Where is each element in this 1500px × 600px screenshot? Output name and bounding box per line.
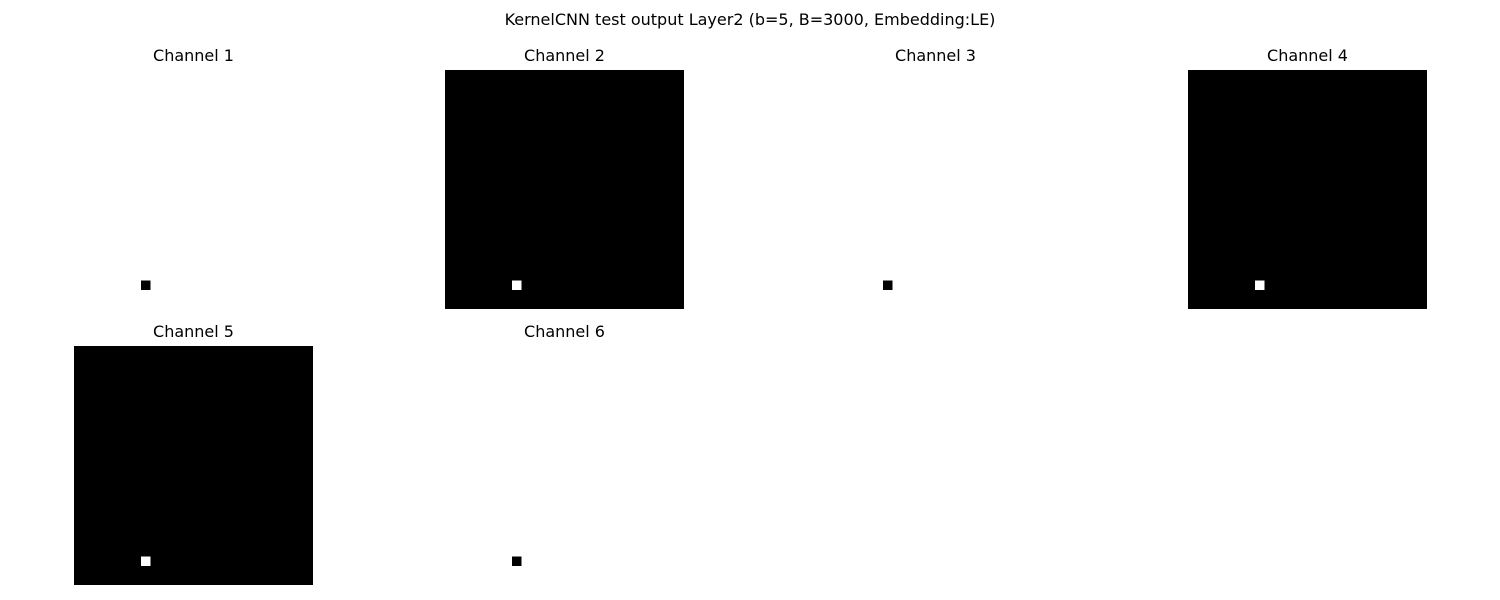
channel-heatmap	[1188, 70, 1427, 309]
channel-image	[74, 346, 313, 585]
channel-image	[816, 70, 1055, 309]
channel-heatmap	[445, 70, 684, 309]
channel-title: Channel 4	[1267, 46, 1348, 65]
heatmap-active-cell	[140, 280, 151, 290]
heatmap-background-cells	[445, 70, 684, 309]
heatmap-active-cell	[511, 556, 522, 566]
channel-heatmap	[816, 70, 1055, 309]
heatmap-background-cells	[74, 346, 313, 585]
figure-title: KernelCNN test output Layer2 (b=5, B=300…	[504, 10, 996, 29]
heatmap-active-cell	[1254, 280, 1265, 290]
channel-image	[445, 70, 684, 309]
channel-image	[1188, 70, 1427, 309]
heatmap-background-cells	[74, 70, 313, 309]
channel-image	[445, 346, 684, 585]
channel-title: Channel 1	[153, 46, 234, 65]
channel-heatmap	[74, 346, 313, 585]
channel-image	[74, 70, 313, 309]
heatmap-active-cell	[882, 280, 893, 290]
heatmap-background-cells	[1188, 70, 1427, 309]
channel-title: Channel 2	[524, 46, 605, 65]
heatmap-active-cell	[511, 280, 522, 290]
heatmap-background-cells	[445, 346, 684, 585]
heatmap-background-cells	[816, 70, 1055, 309]
channel-heatmap	[74, 70, 313, 309]
channel-title: Channel 6	[524, 322, 605, 341]
channel-title: Channel 5	[153, 322, 234, 341]
channel-title: Channel 3	[895, 46, 976, 65]
channel-heatmap	[445, 346, 684, 585]
heatmap-active-cell	[140, 556, 151, 566]
